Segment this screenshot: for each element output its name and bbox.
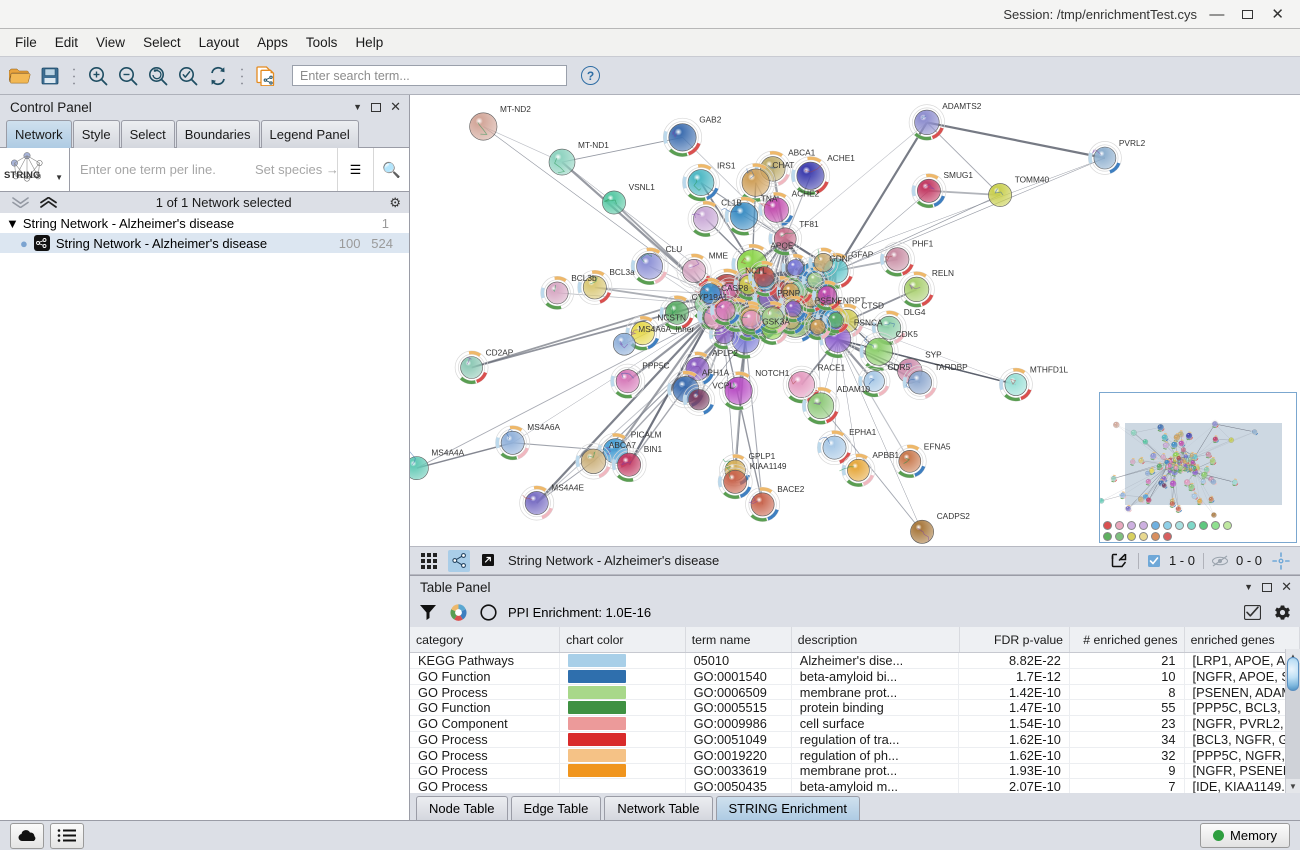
svg-text:APBB1: APBB1 [872,450,899,460]
svg-text:PHF1: PHF1 [912,239,934,249]
svg-text:GFAP: GFAP [851,250,874,260]
svg-text:MS4A6A: MS4A6A [527,422,560,432]
svg-text:TNA: TNA [761,194,778,204]
svg-text:CTSD: CTSD [861,300,884,310]
svg-text:MT-ND2: MT-ND2 [500,104,531,114]
svg-text:MS4A4A: MS4A4A [431,448,464,458]
svg-text:NCTL: NCTL [745,265,767,275]
svg-text:CHAT: CHAT [772,160,794,170]
svg-text:VSNL1: VSNL1 [629,182,656,192]
svg-text:ADAMTS2: ADAMTS2 [942,101,982,111]
svg-text:CYP19A1: CYP19A1 [692,292,729,302]
svg-text:KIAA1149: KIAA1149 [750,461,787,471]
svg-text:ACHE2: ACHE2 [792,189,820,199]
svg-text:TOMM40: TOMM40 [1015,174,1050,184]
svg-text:BACE2: BACE2 [777,484,805,494]
svg-text:ADAM10: ADAM10 [837,384,871,394]
svg-text:BCL3a: BCL3a [609,267,635,277]
svg-text:MTHFD1L: MTHFD1L [1030,365,1069,375]
svg-text:EFNA5: EFNA5 [924,441,951,451]
svg-text:TF81: TF81 [799,219,819,229]
svg-text:EPHA1: EPHA1 [849,427,877,437]
svg-text:APH1A: APH1A [702,367,730,377]
svg-text:PICALM: PICALM [631,430,662,440]
svg-text:RACE1: RACE1 [818,363,846,373]
svg-text:NOTCH1: NOTCH1 [755,368,789,378]
svg-text:GAB2: GAB2 [699,115,722,125]
svg-text:BCL3b: BCL3b [571,273,597,283]
svg-text:BIN1: BIN1 [644,444,663,454]
svg-text:IRS1: IRS1 [717,161,736,171]
svg-text:GSK3A: GSK3A [762,317,790,327]
svg-text:ACHE1: ACHE1 [827,153,855,163]
svg-text:CADPS2: CADPS2 [937,511,971,521]
svg-text:ABCA1: ABCA1 [788,148,816,158]
svg-text:NCSTN: NCSTN [657,313,686,323]
svg-text:CLU: CLU [666,244,683,254]
svg-text:MS4A6A_inner: MS4A6A_inner [638,324,694,334]
svg-text:PPP5C: PPP5C [642,361,669,371]
svg-text:MT-ND1: MT-ND1 [578,140,609,150]
svg-text:TARDBP: TARDBP [935,362,969,372]
svg-text:DLG4: DLG4 [904,307,926,317]
svg-text:MS4A4E: MS4A4E [551,482,584,492]
svg-text:PSENENRPT: PSENENRPT [815,296,866,306]
svg-text:PRNP: PRNP [777,288,801,298]
svg-text:CL1B: CL1B [721,198,742,208]
svg-text:CD2AP: CD2AP [486,348,514,358]
svg-text:CASP8: CASP8 [721,283,749,293]
svg-text:RELN: RELN [932,268,954,278]
svg-text:CDK5: CDK5 [896,329,919,339]
svg-text:APOE: APOE [770,241,794,251]
svg-text:CDR5: CDR5 [888,362,911,372]
svg-text:SMUG1: SMUG1 [944,170,974,180]
svg-text:GDNF: GDNF [829,254,853,264]
svg-text:PSNCA: PSNCA [854,317,883,327]
svg-text:GPLP1: GPLP1 [749,451,776,461]
svg-text:VCPL: VCPL [712,380,734,390]
svg-text:MME: MME [709,250,729,260]
svg-text:PVRL2: PVRL2 [1119,138,1146,148]
svg-text:APLP2: APLP2 [712,348,738,358]
svg-text:SYP: SYP [925,350,942,360]
svg-text:ABCA7: ABCA7 [609,440,637,450]
